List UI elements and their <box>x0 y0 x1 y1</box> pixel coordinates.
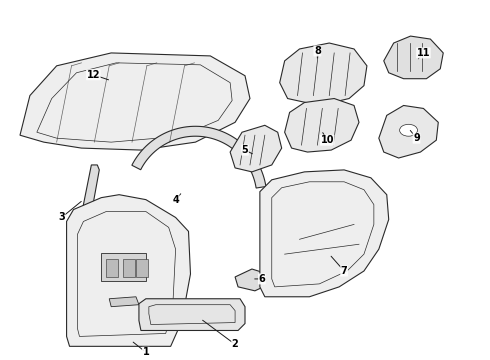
Polygon shape <box>109 297 139 307</box>
Polygon shape <box>280 43 367 105</box>
Polygon shape <box>285 99 359 152</box>
Polygon shape <box>79 165 99 231</box>
Bar <box>123 259 135 277</box>
Text: 8: 8 <box>314 46 321 56</box>
Text: 1: 1 <box>143 347 149 357</box>
Text: 9: 9 <box>413 133 420 143</box>
Ellipse shape <box>400 124 417 136</box>
Text: 2: 2 <box>232 339 239 349</box>
Text: 5: 5 <box>242 145 248 155</box>
Text: 11: 11 <box>416 48 430 58</box>
Polygon shape <box>230 125 282 172</box>
Bar <box>106 259 118 277</box>
Polygon shape <box>379 105 438 158</box>
Text: 4: 4 <box>172 195 179 204</box>
Text: 7: 7 <box>341 266 347 276</box>
Bar <box>136 259 148 277</box>
Polygon shape <box>384 36 443 79</box>
Text: 3: 3 <box>58 212 65 222</box>
Bar <box>101 253 146 281</box>
Text: 10: 10 <box>320 135 334 145</box>
Polygon shape <box>235 269 270 291</box>
Polygon shape <box>139 299 245 330</box>
Polygon shape <box>20 53 250 150</box>
Polygon shape <box>260 170 389 297</box>
Text: 12: 12 <box>87 70 100 80</box>
Polygon shape <box>132 126 266 188</box>
Polygon shape <box>67 195 191 346</box>
Text: 6: 6 <box>259 274 265 284</box>
